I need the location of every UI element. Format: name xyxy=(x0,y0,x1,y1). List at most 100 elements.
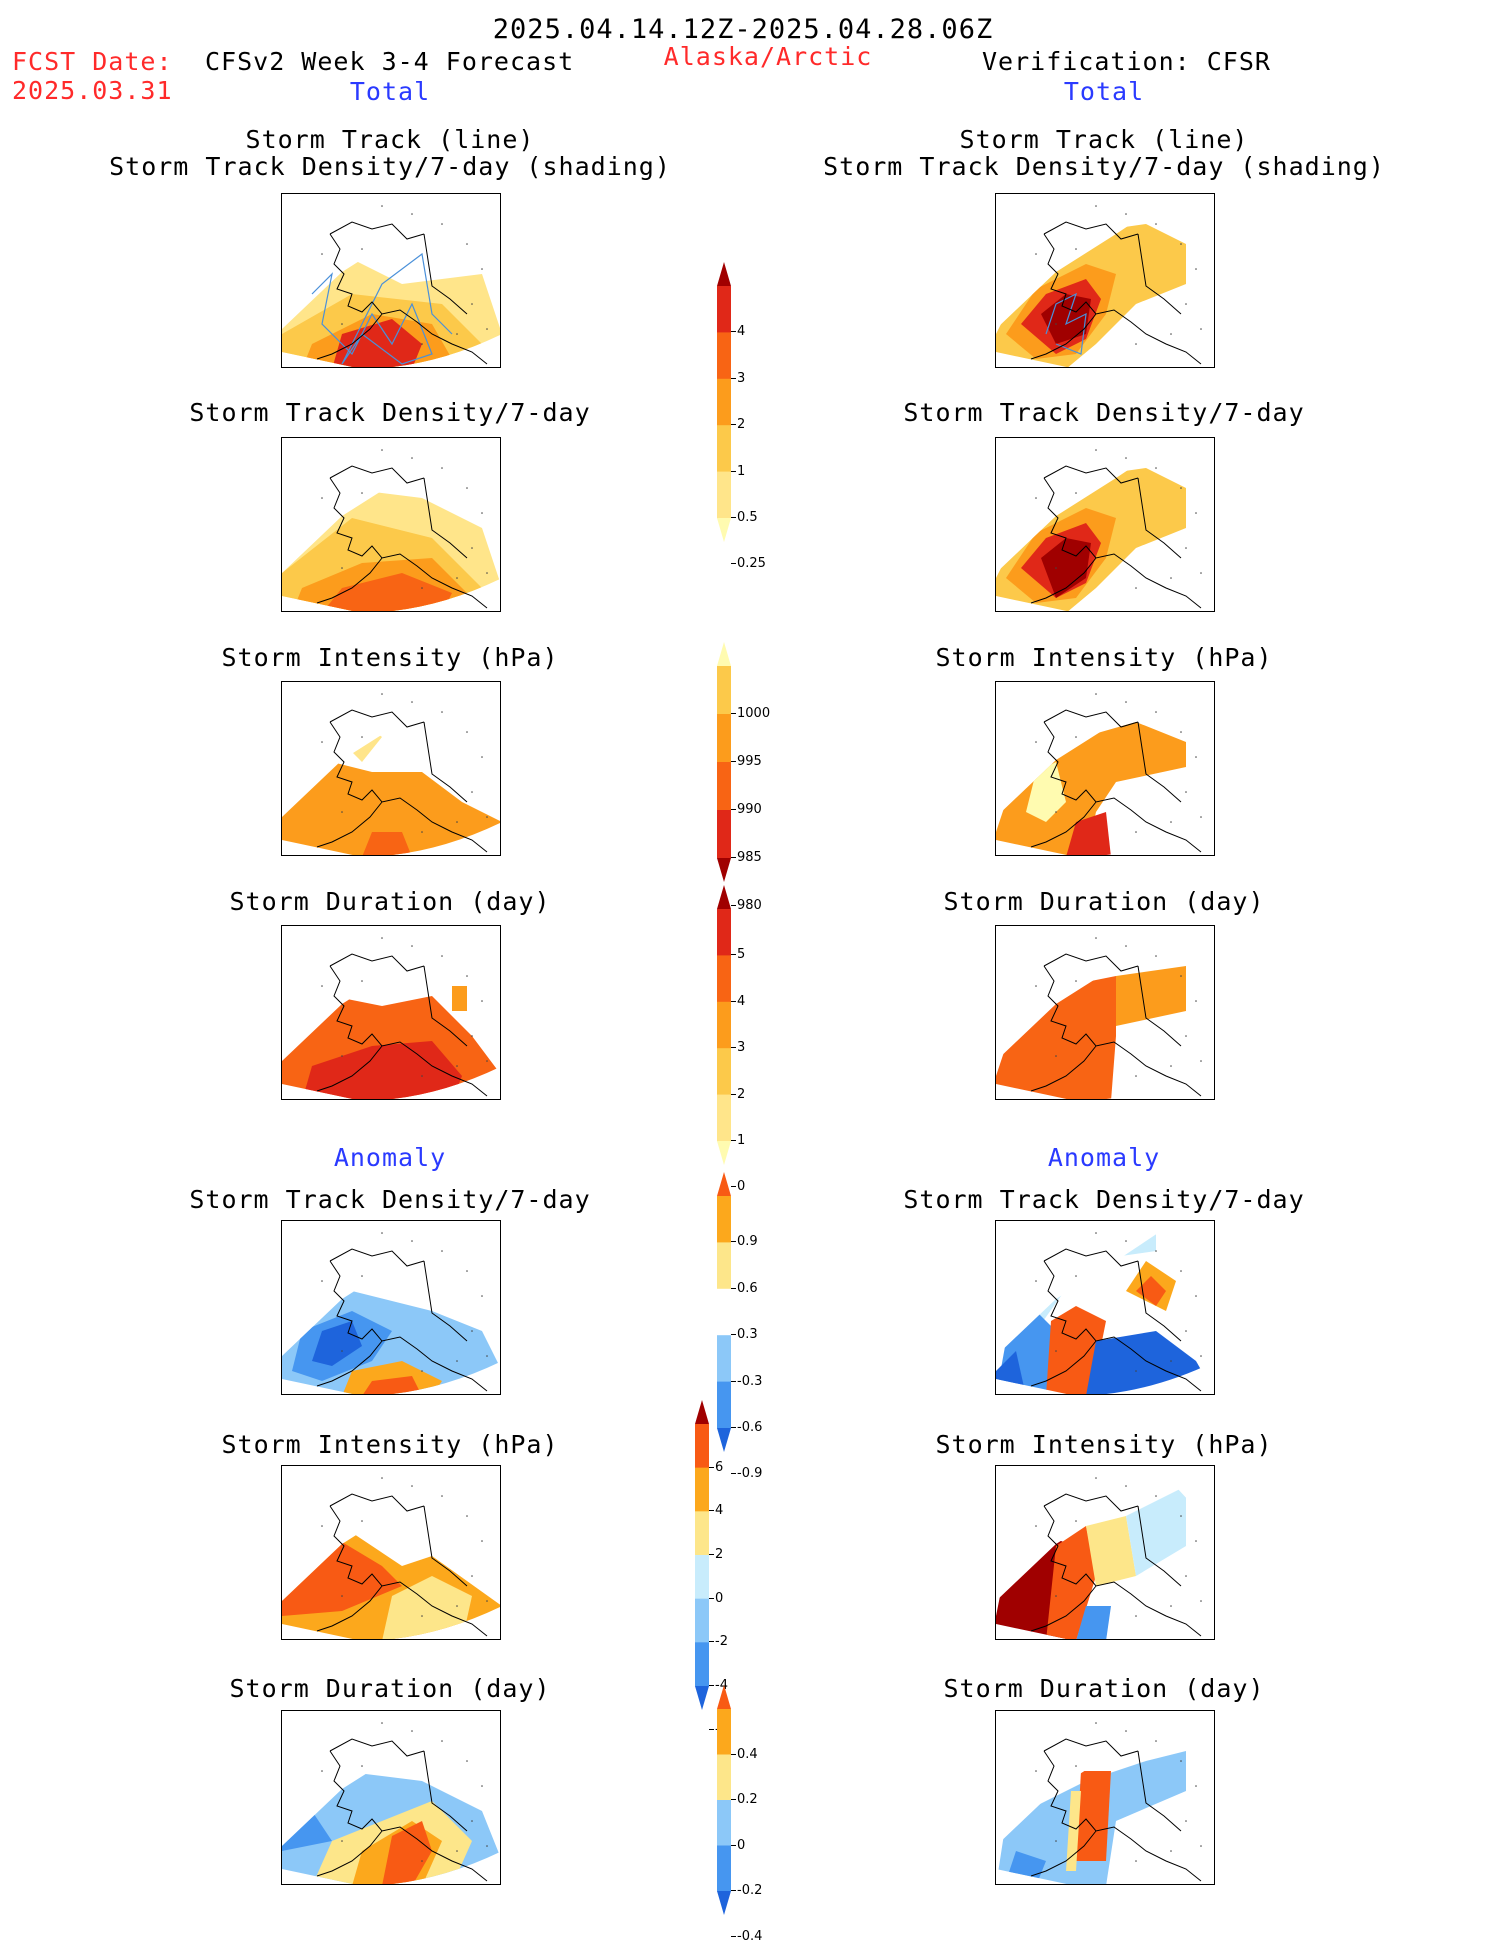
shading-region-5 xyxy=(352,1229,392,1246)
left-anom-intensity-title: Storm Intensity (hPa) xyxy=(221,1430,559,1459)
right-density-title: Storm Track Density/7-day xyxy=(903,398,1305,427)
right-track-title-1: Storm Track (line) xyxy=(959,125,1249,154)
colorbar-tick-label: 0.2 xyxy=(737,1792,758,1807)
shading-region-2 xyxy=(382,1576,472,1639)
coastline xyxy=(316,1738,488,1882)
right-anom-duration-title: Storm Duration (day) xyxy=(943,1674,1265,1703)
verification-title: Verification: CFSR xyxy=(982,47,1271,76)
map-fcst-track xyxy=(281,193,501,368)
colorbar-tick-label: 0.25 xyxy=(737,556,766,572)
colorbar-tick-label: 980 xyxy=(737,898,762,913)
colorbar-tick-label: 1 xyxy=(737,463,746,479)
colorbar-anom-density: 0.9 0.6 0.3 -0.3 -0.6 -0.9 xyxy=(716,1172,796,1481)
left-anom-density-title: Storm Track Density/7-day xyxy=(189,1185,591,1214)
shading-region-1 xyxy=(1116,966,1186,1026)
coastline xyxy=(316,1493,488,1637)
colorbar-tick-label: -0.4 xyxy=(737,1928,763,1944)
colorbar-intensity: 1000 995 990 985 980 xyxy=(716,642,796,913)
shading-region-4 xyxy=(382,1821,432,1884)
right-intensity-title: Storm Intensity (hPa) xyxy=(935,643,1273,672)
shading-region-0 xyxy=(342,722,382,762)
shading-region-4 xyxy=(352,446,392,463)
colorbar-tick-label: -0.3 xyxy=(737,1373,763,1389)
left-track-title-2: Storm Track Density/7-day (shading) xyxy=(109,152,671,181)
map-cfsr-anom-intensity xyxy=(995,1465,1215,1640)
colorbar-tick-label: -2 xyxy=(715,1634,728,1650)
map-cfsr-anom-density xyxy=(995,1220,1215,1395)
map-cfsr-anom-duration xyxy=(995,1710,1215,1885)
colorbar-tick-label: 985 xyxy=(737,850,762,865)
shading-region-2 xyxy=(1086,1516,1136,1586)
colorbar-density: 4 3 2 1 0.5 0.25 xyxy=(716,262,796,571)
map-cfsr-intensity xyxy=(995,681,1215,856)
coastline xyxy=(316,465,488,609)
map-fcst-anom-density xyxy=(281,1220,501,1395)
model-title: CFSv2 Week 3-4 Forecast xyxy=(205,47,575,76)
coastline xyxy=(316,953,488,1097)
shading-region-4 xyxy=(352,202,392,219)
coastline xyxy=(316,1248,488,1392)
colorbar-tick-label: 4 xyxy=(737,993,746,1009)
shading-region-0 xyxy=(996,976,1116,1099)
period-title: 2025.04.14.12Z-2025.04.28.06Z xyxy=(492,14,994,45)
shading-region-3 xyxy=(1126,1486,1186,1576)
colorbar-tick-label: 6 xyxy=(715,1459,724,1475)
shading-region-2 xyxy=(452,986,467,1011)
shading-region-2 xyxy=(362,832,412,855)
left-total-label: Total xyxy=(349,77,431,106)
shading-region-5 xyxy=(352,1719,392,1736)
map-cfsr-density xyxy=(995,437,1215,612)
colorbar-tick-label: 990 xyxy=(737,802,762,817)
colorbar-tick-label: -0.9 xyxy=(737,1466,763,1482)
region-title: Alaska/Arctic xyxy=(663,42,873,71)
left-anom-duration-title: Storm Duration (day) xyxy=(229,1674,551,1703)
shading-region-3 xyxy=(1041,294,1091,344)
map-fcst-density xyxy=(281,437,501,612)
map-fcst-duration xyxy=(281,925,501,1100)
colorbar-tick-label: 0 xyxy=(715,1590,724,1606)
colorbar-tick-label: 4 xyxy=(737,324,746,340)
map-cfsr-track xyxy=(995,193,1215,368)
colorbar-tick-label: 3 xyxy=(737,1040,746,1056)
colorbar-tick-label: 0 xyxy=(737,1179,746,1195)
colorbar-tick-label: 2 xyxy=(737,1086,746,1102)
coastline xyxy=(1030,465,1202,609)
map-fcst-anom-intensity xyxy=(281,1465,501,1640)
colorbar-tick-label: 995 xyxy=(737,754,762,769)
left-duration-title: Storm Duration (day) xyxy=(229,887,551,916)
colorbar-tick-label: 0.6 xyxy=(737,1280,758,1296)
left-density-title: Storm Track Density/7-day xyxy=(189,398,591,427)
coastline xyxy=(1030,953,1202,1097)
shading-region-2 xyxy=(1076,1771,1111,1861)
left-track-title-1: Storm Track (line) xyxy=(245,125,535,154)
coastline xyxy=(316,221,488,365)
shading-region-3 xyxy=(352,1474,392,1491)
colorbar-tick-label: 0.9 xyxy=(737,1234,758,1250)
colorbar-tick-label: 0.3 xyxy=(737,1327,758,1343)
shading-region-1 xyxy=(282,762,500,855)
storm-track-line xyxy=(1045,292,1087,355)
shading-region-3 xyxy=(352,934,392,951)
shading-region-1 xyxy=(1046,1526,1096,1639)
fcst-date-value: 2025.03.31 xyxy=(12,76,173,105)
right-anomaly-label: Anomaly xyxy=(1047,1143,1161,1172)
storm-track-line xyxy=(311,252,453,365)
shading-region-4 xyxy=(362,1376,422,1394)
coastline xyxy=(1030,221,1202,365)
shading-region-5 xyxy=(1136,1276,1166,1306)
fcst-date-label: FCST Date: xyxy=(12,47,173,76)
coastline xyxy=(1030,1248,1202,1392)
right-duration-title: Storm Duration (day) xyxy=(943,887,1265,916)
colorbar-tick-label: 5 xyxy=(737,947,746,963)
coastline xyxy=(1030,1493,1202,1637)
right-total-label: Total xyxy=(1063,77,1145,106)
right-anom-intensity-title: Storm Intensity (hPa) xyxy=(935,1430,1273,1459)
map-cfsr-duration xyxy=(995,925,1215,1100)
colorbar-tick-label: 2 xyxy=(737,417,746,433)
colorbar-tick-label: 2 xyxy=(715,1547,724,1562)
colorbar-tick-label: 0 xyxy=(737,1837,746,1853)
left-intensity-title: Storm Intensity (hPa) xyxy=(221,643,559,672)
colorbar-tick-label: 0.5 xyxy=(737,510,758,525)
colorbar-tick-label: 3 xyxy=(737,370,746,386)
